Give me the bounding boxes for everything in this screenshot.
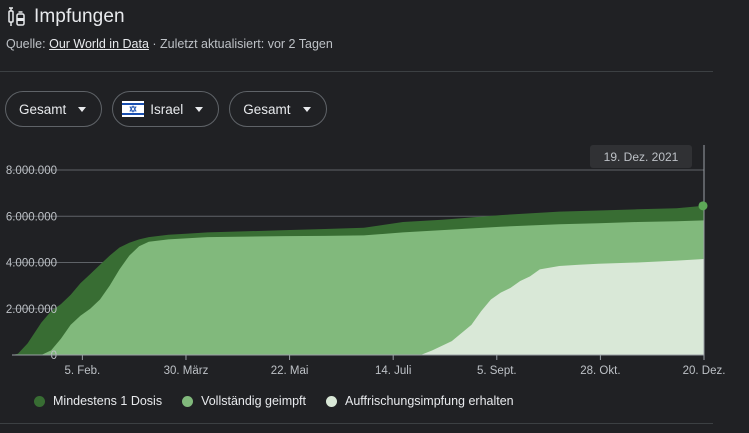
metric-dropdown[interactable]: Gesamt	[5, 91, 103, 127]
chart-header: Impfungen	[7, 6, 125, 28]
y-tick-label: 6.000.000	[6, 211, 57, 223]
measure-dropdown[interactable]: Gesamt	[229, 91, 327, 127]
israel-flag-icon	[122, 101, 145, 117]
legend-swatch-booster	[326, 395, 338, 407]
x-tick-label: 20. Dez.	[683, 365, 726, 377]
x-tick-label: 14. Juli	[375, 365, 411, 377]
series-areas	[12, 205, 704, 355]
hover-marker	[698, 201, 708, 211]
y-tick-label: 0	[51, 350, 57, 362]
page-title: Impfungen	[34, 6, 125, 27]
legend-label-fully: Vollständig geimpft	[201, 394, 307, 408]
measure-dropdown-label: Gesamt	[243, 101, 291, 117]
chart-legend: Mindestens 1 Dosis Vollständig geimpft A…	[34, 394, 534, 408]
chevron-down-icon	[78, 106, 87, 112]
chevron-down-icon	[302, 106, 311, 112]
tooltip-box	[590, 145, 692, 168]
legend-item-booster[interactable]: Auffrischungsimpfung erhalten	[326, 394, 514, 408]
source-updated: · Zuletzt aktualisiert: vor 2 Tagen	[152, 37, 333, 51]
x-tick-label: 5. Feb.	[64, 365, 100, 377]
vaccine-syringe-icon	[8, 7, 25, 26]
hover-tooltip: 19. Dez. 2021	[590, 145, 692, 168]
country-dropdown-label: Israel	[150, 101, 184, 117]
source-line: Quelle: Our World in Data · Zuletzt aktu…	[6, 37, 333, 51]
legend-swatch-at-least-one	[34, 395, 45, 407]
y-tick-label: 8.000.000	[6, 165, 57, 177]
legend-item-at-least-one[interactable]: Mindestens 1 Dosis	[34, 394, 162, 408]
tooltip-date: 19. Dez. 2021	[604, 150, 679, 164]
legend-label-booster: Auffrischungsimpfung erhalten	[345, 394, 514, 408]
divider-bottom	[0, 423, 713, 424]
axes: 0 2.000.000 4.000.000 6.000.000 8.000.000 5. …	[6, 145, 726, 377]
legend-label-at-least-one: Mindestens 1 Dosis	[53, 394, 163, 408]
source-prefix: Quelle:	[6, 37, 46, 51]
y-tick-label: 4.000.000	[6, 258, 57, 270]
vaccination-area-chart[interactable]: 0 2.000.000 4.000.000 6.000.000 8.000.000 5. …	[0, 140, 749, 380]
divider-top	[0, 71, 713, 72]
x-tick-label: 22. Mai	[271, 365, 309, 377]
chevron-down-icon	[195, 106, 204, 112]
legend-item-fully[interactable]: Vollständig geimpft	[182, 394, 306, 408]
area-booster	[12, 259, 704, 355]
metric-dropdown-label: Gesamt	[19, 101, 67, 117]
country-dropdown[interactable]: Israel	[112, 91, 220, 127]
source-link[interactable]: Our World in Data	[49, 37, 149, 51]
x-tick-label: 30. März	[164, 365, 209, 377]
y-tick-label: 2.000.000	[6, 304, 57, 316]
x-tick-label: 5. Sept.	[477, 365, 517, 377]
x-tick-label: 28. Okt.	[580, 365, 620, 377]
filter-bar: Gesamt Israel Gesamt	[5, 91, 327, 127]
legend-swatch-fully	[182, 395, 194, 407]
